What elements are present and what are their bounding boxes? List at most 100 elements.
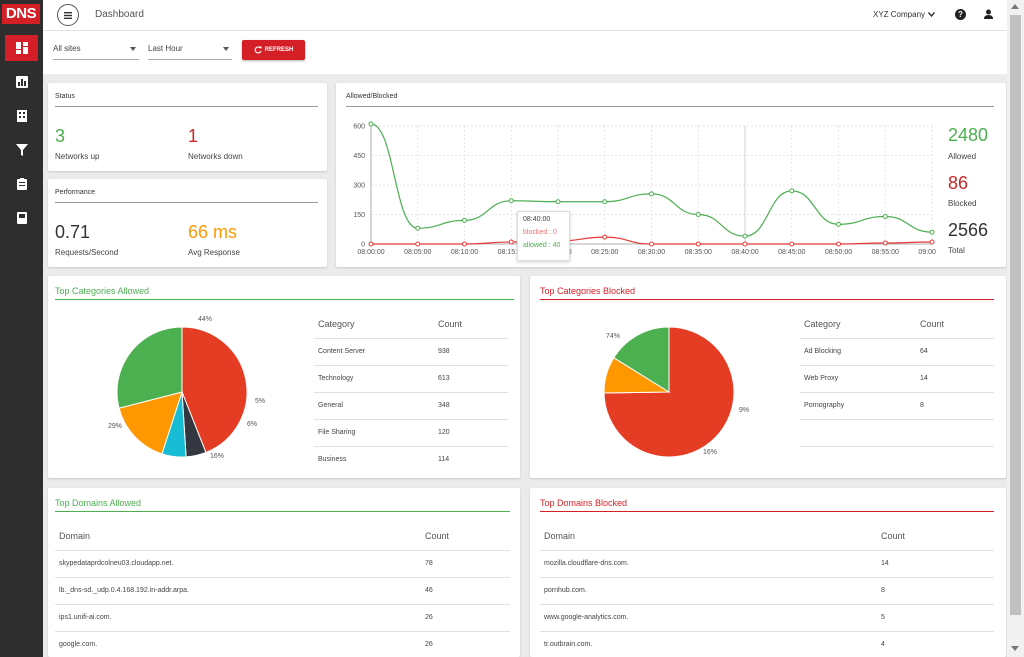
table-row[interactable]: Technology 613 <box>314 365 508 393</box>
site-select[interactable]: All sites <box>53 41 139 60</box>
data-point-blocked <box>742 241 748 247</box>
data-point-allowed <box>602 199 608 205</box>
domains-allowed-title: Top Domains Allowed <box>55 498 142 508</box>
sidebar-item-filters[interactable] <box>0 137 43 163</box>
sidebar: DNS <box>0 0 43 657</box>
pie-slice <box>116 326 183 409</box>
table-row[interactable]: www.google-analytics.com. 5 <box>540 604 994 632</box>
scroll-up-icon[interactable] <box>1011 4 1019 9</box>
refresh-button[interactable]: REFRESH <box>242 40 305 60</box>
column-header[interactable]: Category <box>314 311 434 339</box>
domains-allowed-card: Top Domains Allowed Domain Count skypeda… <box>48 488 520 657</box>
divider <box>55 299 514 300</box>
table-row[interactable]: Business 114 <box>314 446 508 473</box>
table-header-row: Category Count <box>800 311 994 339</box>
filter-bar: All sites Last Hour REFRESH <box>43 31 1007 74</box>
data-point-blocked <box>929 239 935 245</box>
company-name: XYZ Company <box>873 10 926 19</box>
refresh-icon <box>254 46 262 54</box>
cell-count: 120 <box>434 419 508 447</box>
x-tick-label: 08:30:00 <box>638 249 665 256</box>
total-value: 2566 <box>948 220 989 240</box>
data-point-blocked <box>508 239 514 245</box>
cell-category: Technology <box>314 365 434 393</box>
pie-label: 16% <box>703 449 717 456</box>
requests-label: Requests/Second <box>55 248 119 257</box>
table-row[interactable]: mozilla.cloudflare-dns.com. 14 <box>540 550 994 578</box>
column-header[interactable]: Count <box>421 523 510 551</box>
column-header[interactable]: Count <box>434 311 508 339</box>
categories-allowed-pie-chart[interactable]: 44% 5% 6% 16% 29% <box>48 276 308 478</box>
column-header[interactable]: Count <box>916 311 994 339</box>
table-row[interactable]: Pornography 8 <box>800 392 994 420</box>
table-row[interactable]: lb._dns-sd._udp.0.4.168.192.in-addr.arpa… <box>55 577 510 605</box>
time-range-select[interactable]: Last Hour <box>148 41 232 60</box>
data-point-blocked <box>836 241 841 247</box>
column-header[interactable]: Category <box>800 311 916 339</box>
table-row[interactable]: ips1.unifi-ai.com. 26 <box>55 604 510 632</box>
column-header[interactable]: Count <box>877 523 994 551</box>
table-row[interactable]: Web Proxy 14 <box>800 365 994 393</box>
table-row[interactable]: pornhub.com. 8 <box>540 577 994 605</box>
x-tick-label: 08:05:00 <box>404 249 431 256</box>
sidebar-item-sites[interactable] <box>0 103 43 129</box>
pie-slice <box>118 391 183 455</box>
x-tick-label: 08:45:00 <box>778 249 805 256</box>
networks-down-label: Networks down <box>188 152 243 161</box>
data-point-allowed <box>929 229 935 235</box>
divider <box>55 106 318 107</box>
blocked-total-value: 86 <box>948 173 969 193</box>
cell-domain: ips1.unifi-ai.com. <box>55 604 421 632</box>
column-header[interactable]: Domain <box>55 523 421 551</box>
data-point-allowed <box>789 188 795 194</box>
cell-domain: mozilla.cloudflare-dns.com. <box>540 550 877 578</box>
filter-icon <box>15 144 28 156</box>
table-row[interactable]: skypedataprdcolneu03.cloudapp.net. 78 <box>55 550 510 578</box>
categories-blocked-title: Top Categories Blocked <box>540 286 636 296</box>
x-tick-label: 08:50:00 <box>825 249 852 256</box>
categories-blocked-pie-chart[interactable]: 74% 9% 16% <box>530 276 790 478</box>
table-row[interactable]: google.com. 26 <box>55 631 510 657</box>
table-row[interactable]: tr.outbrain.com. 4 <box>540 631 994 657</box>
cell-domain: lb._dns-sd._udp.0.4.168.192.in-addr.arpa… <box>55 577 421 605</box>
time-range-value: Last Hour <box>148 44 183 53</box>
cell-domain: google.com. <box>55 631 421 657</box>
cell-domain: tr.outbrain.com. <box>540 631 877 657</box>
cell-count: 4 <box>877 631 994 657</box>
y-tick-label: 150 <box>353 212 365 219</box>
cell-count: 26 <box>421 631 510 657</box>
column-header[interactable]: Domain <box>540 523 877 551</box>
categories-blocked-card: Top Categories Blocked 74% 9% 16% Category… <box>530 276 1006 478</box>
sidebar-item-dashboard[interactable] <box>5 35 38 61</box>
page-scrollbar[interactable] <box>1007 0 1024 657</box>
sidebar-item-reports[interactable] <box>0 69 43 95</box>
user-icon[interactable] <box>983 9 994 20</box>
table-row[interactable]: Content Server 938 <box>314 338 508 366</box>
divider <box>55 202 318 203</box>
data-point-blocked <box>789 241 795 247</box>
help-icon[interactable]: ? <box>955 9 966 20</box>
table-row[interactable]: File Sharing 120 <box>314 419 508 447</box>
data-point-allowed <box>462 217 467 223</box>
sidebar-item-docs[interactable] <box>0 205 43 231</box>
table-row[interactable]: General 348 <box>314 392 508 420</box>
company-selector[interactable]: XYZ Company <box>873 10 936 19</box>
scroll-down-icon[interactable] <box>1011 646 1019 651</box>
dns-logo[interactable]: DNS <box>2 4 40 24</box>
blocked-total-label: Blocked <box>948 199 977 208</box>
y-tick-label: 600 <box>353 124 365 131</box>
allowed-blocked-line-chart[interactable]: 0 150 300 450 600 08:00:00 08:05:00 08:10:00 08:… <box>336 83 936 267</box>
table-row[interactable]: Ad Blocking 64 <box>800 338 994 366</box>
x-tick-label: 08:35:00 <box>685 249 712 256</box>
list-icon <box>64 11 72 19</box>
scroll-thumb[interactable] <box>1010 15 1021 615</box>
allowed-total-value: 2480 <box>948 125 989 145</box>
cell-count: 46 <box>421 577 510 605</box>
data-point-blocked <box>882 240 888 246</box>
book-icon <box>16 212 27 224</box>
menu-button[interactable] <box>57 4 79 26</box>
sidebar-item-logs[interactable] <box>0 171 43 197</box>
y-tick-label: 300 <box>353 183 365 190</box>
cell-count: 64 <box>916 338 994 366</box>
dashboard-icon <box>15 42 28 54</box>
